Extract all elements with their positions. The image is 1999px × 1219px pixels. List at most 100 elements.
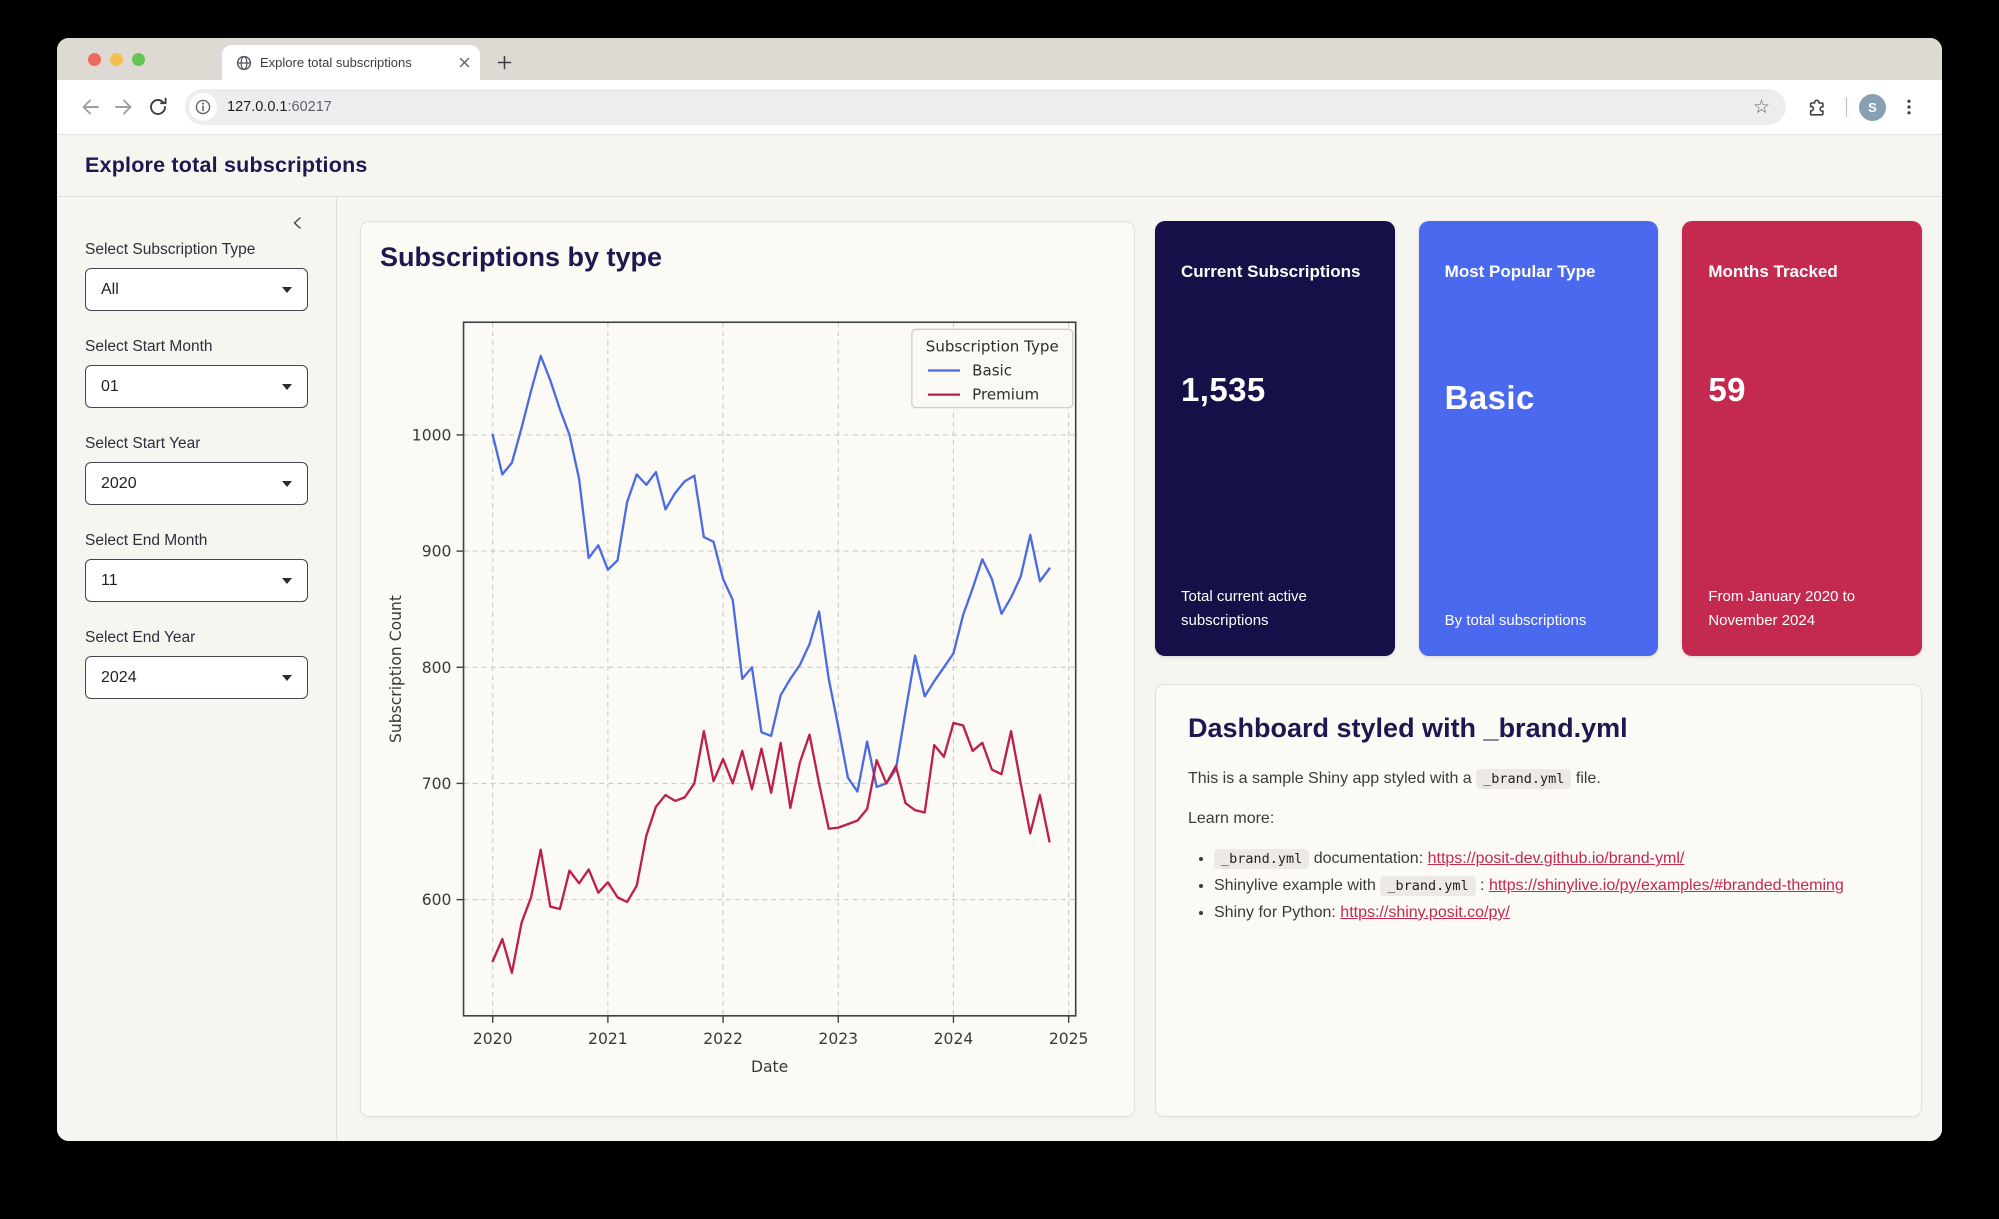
url-host: 127.0.0.1 (227, 99, 288, 115)
end-month-select[interactable]: 11 (85, 559, 308, 602)
value-box-most-popular-type: Most Popular Type Basic By total subscri… (1418, 221, 1659, 656)
svg-text:2020: 2020 (473, 1030, 513, 1048)
chevron-down-icon (282, 383, 292, 390)
subscriptions-chart: 2020 2021 2022 2023 2024 2025 600 700 800 900 1000… (387, 321, 1089, 1076)
svg-text:2021: 2021 (588, 1030, 628, 1048)
tab-title: Explore total subscriptions (260, 55, 412, 70)
brand-yml-code-chip: _brand.yml (1214, 849, 1310, 869)
profile-avatar[interactable]: S (1859, 93, 1886, 121)
site-info-icon[interactable] (189, 93, 217, 121)
info-card-title: Dashboard styled with _brand.yml (1188, 713, 1628, 743)
list-item-shiny-python: Shiny for Python: https://shiny.posit.co… (1214, 904, 1889, 922)
start-year-select[interactable]: 2020 (85, 462, 308, 505)
bullet-text: Shiny for Python: (1214, 904, 1336, 921)
browser-tab[interactable]: Explore total subscriptions (222, 45, 480, 80)
start-year-value: 2020 (101, 474, 137, 492)
browser-tab-strip: Explore total subscriptions (57, 38, 1942, 80)
chart-title: Subscriptions by type (380, 242, 663, 272)
extensions-puzzle-icon (1809, 99, 1824, 116)
brand-yml-docs-link[interactable]: https://posit-dev.github.io/brand-yml/ (1427, 850, 1685, 867)
value-box-value: Basic (1444, 379, 1535, 417)
end-year-value: 2024 (101, 668, 137, 686)
svg-text:700: 700 (422, 775, 452, 793)
start-month-label: Select Start Month (85, 338, 213, 355)
svg-text:Date: Date (751, 1058, 788, 1076)
reload-icon (150, 97, 167, 115)
tab-close-icon[interactable] (459, 57, 470, 68)
end-year-select[interactable]: 2024 (85, 656, 308, 699)
shiny-app: Explore total subscriptions Select Subsc… (57, 135, 1942, 1141)
window-close-button[interactable] (88, 52, 101, 66)
start-year-label: Select Start Year (85, 435, 201, 452)
bullet-text: Shinylive example with (1214, 877, 1376, 894)
extensions-button[interactable] (1800, 90, 1834, 124)
value-box-caption: By total subscriptions (1444, 611, 1587, 629)
chevron-down-icon (282, 674, 292, 681)
plus-icon (497, 55, 511, 69)
svg-text:600: 600 (422, 891, 452, 909)
chevron-left-icon (293, 217, 301, 229)
subscription-type-value: All (101, 280, 119, 298)
svg-text:Subscription Count: Subscription Count (387, 595, 405, 743)
right-column: Current Subscriptions 1,535 Total curren… (1155, 221, 1923, 1117)
value-boxes: Current Subscriptions 1,535 Total curren… (1155, 221, 1923, 656)
end-month-value: 11 (101, 571, 118, 589)
intro-text-suffix: file. (1575, 770, 1601, 787)
brand-yml-code-chip: _brand.yml (1476, 769, 1572, 789)
reload-button[interactable] (141, 90, 175, 124)
window-minimize-button[interactable] (110, 52, 123, 66)
url-port: :60217 (287, 99, 332, 115)
brand-yml-code-chip: _brand.yml (1380, 876, 1476, 896)
start-month-select[interactable]: 01 (85, 365, 308, 408)
svg-text:2022: 2022 (703, 1030, 743, 1048)
new-tab-button[interactable] (490, 48, 518, 76)
shinylive-example-link[interactable]: https://shinylive.io/py/examples/#brande… (1488, 877, 1844, 894)
back-arrow-icon (82, 99, 99, 115)
sidebar-collapse-button[interactable] (85, 211, 308, 241)
links-list: _brand.yml documentation: https://posit-… (1188, 849, 1889, 922)
page-title: Explore total subscriptions (85, 153, 368, 177)
back-button[interactable] (73, 90, 107, 124)
value-box-current-subscriptions: Current Subscriptions 1,535 Total curren… (1155, 221, 1395, 656)
value-box-value: 1,535 (1181, 371, 1266, 409)
value-box-title: Current Subscriptions (1181, 262, 1361, 281)
value-box-caption: Total current active subscriptions (1181, 588, 1307, 629)
bullet-separator: : (1480, 877, 1485, 894)
window-controls (57, 38, 165, 80)
value-box-title: Most Popular Type (1444, 262, 1596, 281)
svg-text:900: 900 (422, 543, 452, 561)
list-item-shinylive: Shinylive example with _brand.yml : http… (1214, 876, 1889, 896)
info-card: Dashboard styled with _brand.yml This is… (1155, 684, 1922, 1117)
svg-text:2025: 2025 (1049, 1030, 1089, 1048)
browser-menu-button[interactable] (1892, 90, 1926, 124)
list-item-docs: _brand.yml documentation: https://posit-… (1214, 849, 1889, 869)
value-box-value: 59 (1708, 371, 1746, 409)
start-month-value: 01 (101, 377, 119, 395)
app-body: Select Subscription Type All Select Star… (57, 197, 1942, 1141)
address-bar[interactable]: 127.0.0.1:60217 ☆ (185, 89, 1786, 125)
svg-text:Basic: Basic (972, 362, 1012, 380)
chevron-down-icon (282, 577, 292, 584)
svg-text:Premium: Premium (972, 386, 1039, 404)
chart-card: Subscriptions by type 2020 2021 2022 2023 20… (360, 221, 1135, 1117)
forward-button[interactable] (107, 90, 141, 124)
bullet-text: documentation: (1313, 850, 1424, 867)
window-zoom-button[interactable] (132, 52, 145, 66)
sidebar: Select Subscription Type All Select Star… (57, 197, 337, 1141)
bookmark-star-icon[interactable]: ☆ (1752, 95, 1770, 118)
subscription-type-select[interactable]: All (85, 268, 308, 311)
chevron-down-icon (282, 480, 292, 487)
svg-text:800: 800 (422, 659, 452, 677)
url-text[interactable]: 127.0.0.1:60217 (227, 99, 1747, 115)
shiny-python-link[interactable]: https://shiny.posit.co/py/ (1340, 904, 1510, 921)
toolbar-divider (1846, 97, 1847, 117)
three-dots-menu-icon (1907, 99, 1911, 115)
main-content: Subscriptions by type 2020 2021 2022 2023 20… (337, 197, 1942, 1141)
subscription-type-label: Select Subscription Type (85, 241, 256, 258)
end-year-label: Select End Year (85, 629, 196, 646)
svg-text:2023: 2023 (818, 1030, 858, 1048)
intro-text: This is a sample Shiny app styled with a (1188, 770, 1472, 787)
app-header: Explore total subscriptions (57, 135, 1942, 197)
value-box-caption: From January 2020 to November 2024 (1708, 588, 1856, 629)
